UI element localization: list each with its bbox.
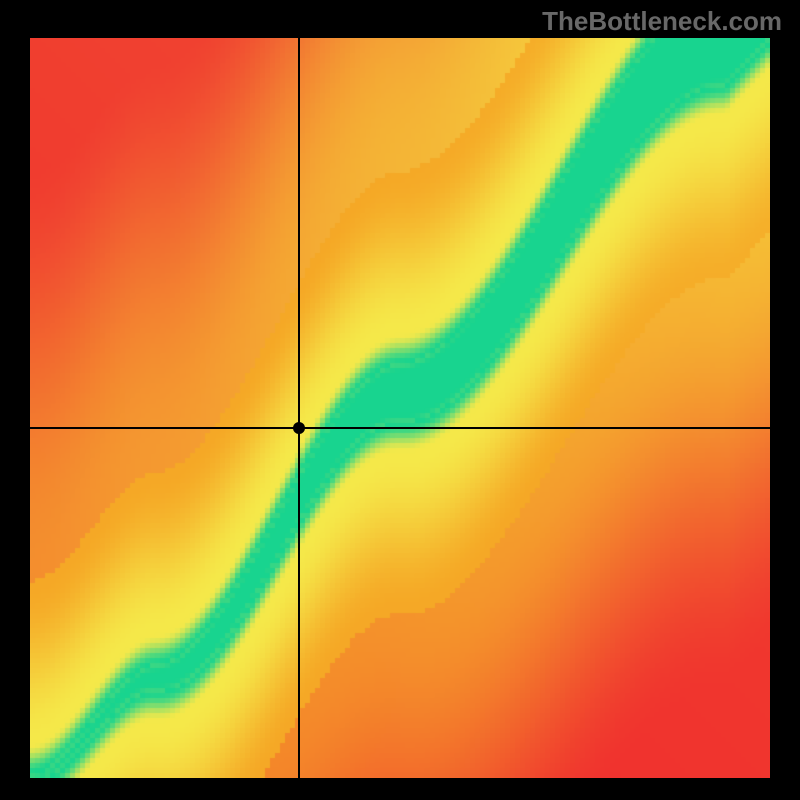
- watermark-text: TheBottleneck.com: [542, 6, 782, 37]
- heatmap-canvas: [30, 38, 770, 778]
- crosshair-marker: [293, 422, 305, 434]
- crosshair-vertical: [298, 38, 300, 778]
- figure-root: TheBottleneck.com: [0, 0, 800, 800]
- plot-area: [30, 38, 770, 778]
- crosshair-horizontal: [30, 427, 770, 429]
